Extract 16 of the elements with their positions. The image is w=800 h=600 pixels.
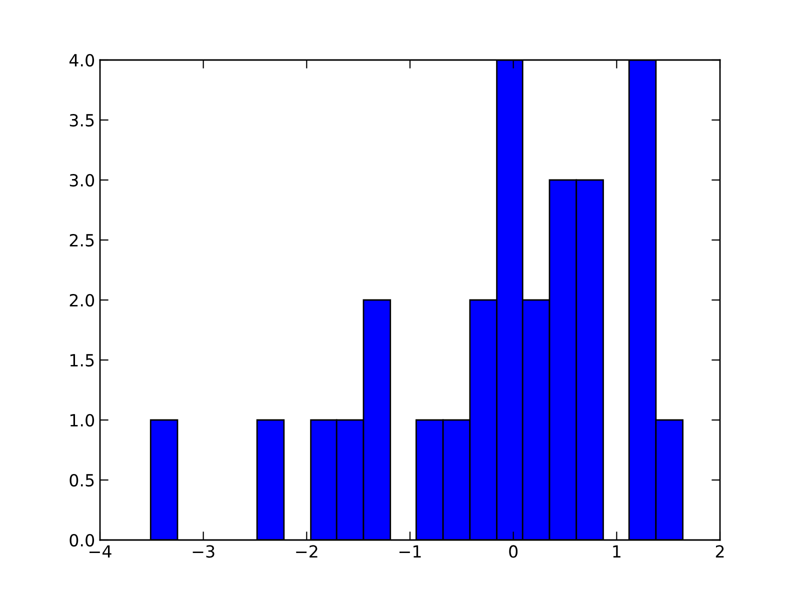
y-tick-label: 3.5 bbox=[70, 114, 94, 127]
x-tick-label: −3 bbox=[192, 545, 214, 558]
x-tick-label: 0 bbox=[509, 545, 518, 558]
x-tick-label: −1 bbox=[399, 545, 421, 558]
y-tick-label: 0.5 bbox=[70, 474, 94, 487]
y-tick-label: 3.0 bbox=[70, 174, 94, 187]
x-tick-label: −4 bbox=[89, 545, 112, 558]
y-tick-label: 4.0 bbox=[69, 54, 94, 67]
y-tick-label: 1.5 bbox=[70, 354, 94, 367]
x-tick-label: 2 bbox=[716, 545, 724, 558]
y-tick-label: 1.0 bbox=[70, 414, 94, 427]
y-tick-label: 0.0 bbox=[70, 534, 94, 547]
y-tick-label: 2.5 bbox=[70, 234, 94, 247]
x-tick-label: −2 bbox=[296, 545, 318, 558]
x-tick-label: 1 bbox=[613, 545, 620, 558]
y-tick-label: 2.0 bbox=[70, 294, 94, 307]
